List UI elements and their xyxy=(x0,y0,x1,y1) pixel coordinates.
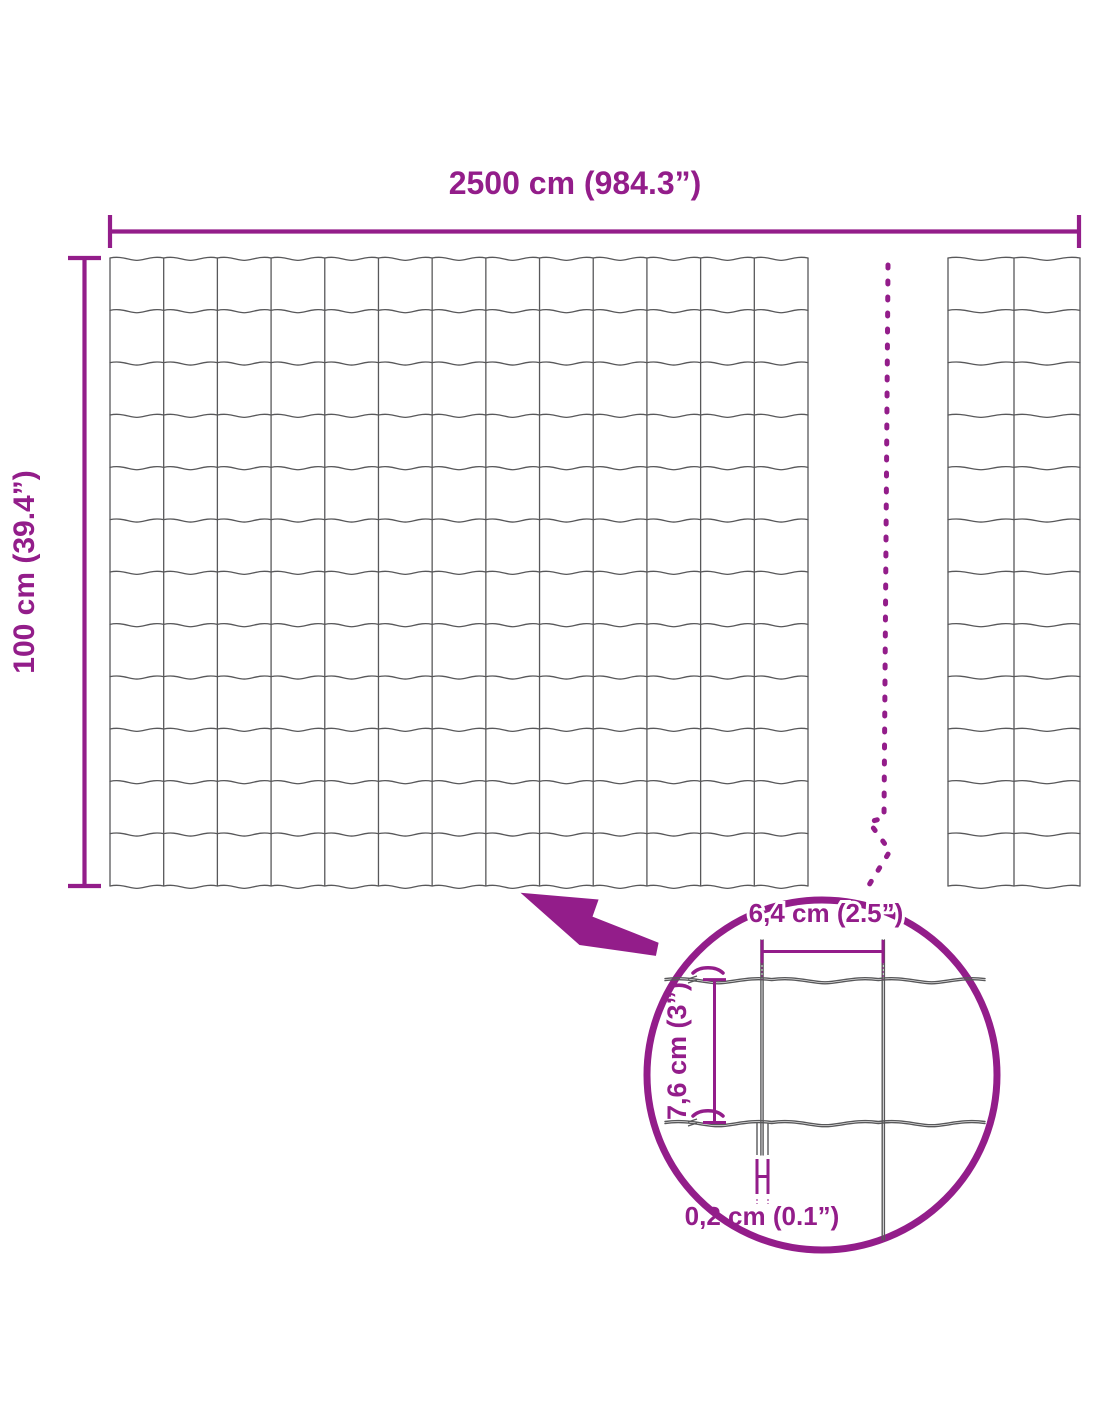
svg-text:0,2 cm (0.1”): 0,2 cm (0.1”) xyxy=(685,1201,840,1231)
svg-text:2500 cm (984.3”): 2500 cm (984.3”) xyxy=(449,165,702,201)
svg-text:100 cm (39.4”): 100 cm (39.4”) xyxy=(8,470,41,673)
svg-text:6,4 cm (2.5”): 6,4 cm (2.5”) xyxy=(749,898,904,928)
svg-text:7,6 cm (3”): 7,6 cm (3”) xyxy=(662,982,692,1120)
